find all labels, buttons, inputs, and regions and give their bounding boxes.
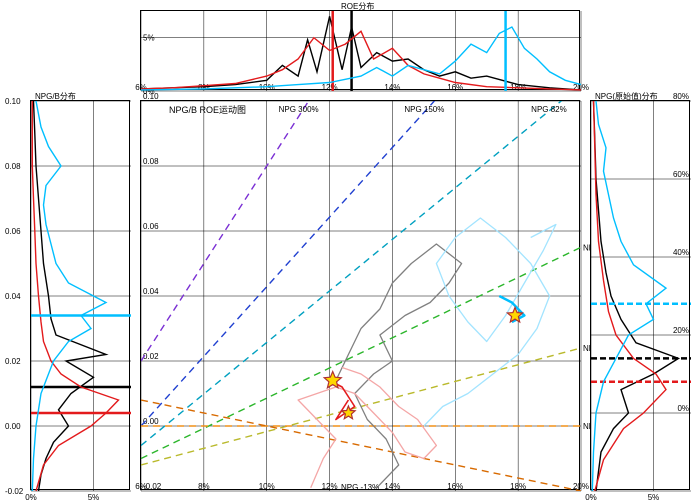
panel-npg-b-dist: NPG/B分布 -0.020.000.020.040.060.080.100%5… bbox=[30, 100, 130, 490]
panel-main-motion: NPG/B ROE运动图 6%8%10%12%14%16%18%20%-0.02… bbox=[140, 100, 580, 490]
panel-roe-dist: ROE分布 6%8%10%12%14%16%18%20%0%5% bbox=[140, 10, 580, 90]
svg-text:0.10: 0.10 bbox=[143, 92, 159, 101]
svg-text:-0.02: -0.02 bbox=[143, 482, 162, 491]
svg-text:0.02: 0.02 bbox=[143, 352, 159, 361]
chart-npg-raw-dist: 0%20%40%60%80%0%5% bbox=[591, 101, 691, 491]
svg-text:80%: 80% bbox=[673, 92, 689, 101]
svg-text:16%: 16% bbox=[447, 83, 463, 92]
svg-text:NPG -13%: NPG -13% bbox=[341, 483, 379, 492]
svg-text:0.08: 0.08 bbox=[5, 162, 21, 171]
svg-text:18%: 18% bbox=[510, 482, 526, 491]
svg-text:20%: 20% bbox=[673, 326, 689, 335]
svg-text:0.02: 0.02 bbox=[5, 357, 21, 366]
svg-text:0.00: 0.00 bbox=[5, 422, 21, 431]
panel-npg-raw-dist: NPG(原始值)分布 0%20%40%60%80%0%5% bbox=[590, 100, 690, 490]
svg-text:40%: 40% bbox=[673, 248, 689, 257]
svg-text:12%: 12% bbox=[322, 83, 338, 92]
svg-text:NPG 150%: NPG 150% bbox=[404, 105, 444, 114]
svg-text:NPG 300%: NPG 300% bbox=[279, 105, 319, 114]
svg-text:0%: 0% bbox=[585, 493, 597, 500]
svg-text:14%: 14% bbox=[384, 83, 400, 92]
svg-text:10%: 10% bbox=[259, 482, 275, 491]
svg-text:60%: 60% bbox=[673, 170, 689, 179]
svg-text:12%: 12% bbox=[322, 482, 338, 491]
chart-main-motion: 6%8%10%12%14%16%18%20%-0.020.000.020.040… bbox=[141, 101, 581, 491]
svg-text:0.10: 0.10 bbox=[5, 97, 21, 106]
svg-text:5%: 5% bbox=[143, 34, 155, 43]
svg-text:14%: 14% bbox=[384, 482, 400, 491]
svg-text:-0.02: -0.02 bbox=[5, 487, 24, 496]
svg-text:5%: 5% bbox=[648, 493, 660, 500]
svg-text:0.08: 0.08 bbox=[143, 157, 159, 166]
chart-roe-dist: 6%8%10%12%14%16%18%20%0%5% bbox=[141, 11, 581, 91]
svg-text:0%: 0% bbox=[677, 404, 689, 413]
svg-text:0.04: 0.04 bbox=[143, 287, 159, 296]
svg-text:0%: 0% bbox=[25, 493, 37, 500]
svg-text:NPG 82%: NPG 82% bbox=[531, 105, 567, 114]
svg-text:8%: 8% bbox=[198, 482, 210, 491]
chart-npg-b-dist: -0.020.000.020.040.060.080.100%5% bbox=[31, 101, 131, 491]
svg-text:5%: 5% bbox=[88, 493, 100, 500]
svg-text:16%: 16% bbox=[447, 482, 463, 491]
svg-text:0.04: 0.04 bbox=[5, 292, 21, 301]
svg-text:20%: 20% bbox=[573, 482, 589, 491]
dashboard-frame: ROE分布 6%8%10%12%14%16%18%20%0%5% NPG/B分布… bbox=[0, 0, 700, 500]
svg-text:0.06: 0.06 bbox=[5, 227, 21, 236]
svg-text:0.06: 0.06 bbox=[143, 222, 159, 231]
